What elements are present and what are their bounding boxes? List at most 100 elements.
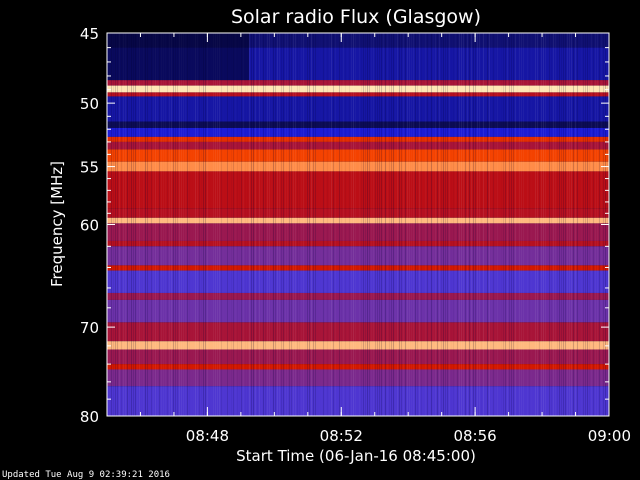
texture-streak <box>395 33 396 416</box>
texture-streak <box>595 33 596 416</box>
texture-streak <box>165 33 166 416</box>
texture-streak <box>397 33 398 416</box>
texture-streak <box>139 33 140 416</box>
texture-streak <box>119 33 120 416</box>
texture-streak <box>261 33 262 416</box>
frequency-band-23 <box>107 341 609 350</box>
frequency-band-12 <box>107 171 609 209</box>
frequency-band-14 <box>107 217 609 224</box>
y-tick-label: 70 <box>80 319 99 337</box>
y-tick-label: 45 <box>80 25 99 43</box>
texture-streak <box>355 33 356 416</box>
texture-streak <box>503 33 504 416</box>
texture-streak <box>219 33 220 416</box>
texture-streak <box>565 33 566 416</box>
texture-streak <box>191 33 192 416</box>
frequency-band-4 <box>107 92 609 97</box>
texture-streak <box>479 33 480 416</box>
texture-streak <box>415 33 416 416</box>
texture-streak <box>353 33 354 416</box>
texture-streak <box>303 33 304 416</box>
texture-streak <box>465 33 466 416</box>
frequency-band-25 <box>107 364 609 370</box>
texture-streak <box>225 33 226 416</box>
texture-streak <box>577 33 578 416</box>
texture-streak <box>599 33 600 416</box>
texture-streak <box>387 33 388 416</box>
texture-streak <box>255 33 256 416</box>
frequency-band-5 <box>107 96 609 122</box>
texture-streak <box>587 33 588 416</box>
texture-streak <box>327 33 328 416</box>
texture-streak <box>441 33 442 416</box>
texture-streak <box>171 33 172 416</box>
texture-streak <box>241 33 242 416</box>
texture-streak <box>377 33 378 416</box>
frequency-band-20 <box>107 292 609 300</box>
texture-streak <box>593 33 594 416</box>
texture-streak <box>421 33 422 416</box>
texture-streak <box>473 33 474 416</box>
frequency-band-6 <box>107 121 609 128</box>
texture-streak <box>145 33 146 416</box>
texture-streak <box>259 33 260 416</box>
frequency-band-15 <box>107 223 609 241</box>
texture-streak <box>461 33 462 416</box>
texture-streak <box>455 33 456 416</box>
texture-streak <box>433 33 434 416</box>
texture-streak <box>227 33 228 416</box>
texture-streak <box>115 33 116 416</box>
texture-streak <box>511 33 512 416</box>
texture-streak <box>569 33 570 416</box>
texture-streak <box>175 33 176 416</box>
texture-streak <box>457 33 458 416</box>
texture-streak <box>537 33 538 416</box>
frequency-band-8 <box>107 136 609 142</box>
frequency-band-18 <box>107 265 609 271</box>
texture-streak <box>155 33 156 416</box>
texture-streak <box>525 33 526 416</box>
texture-streak <box>531 33 532 416</box>
y-axis-label: Frequency [MHz] <box>48 161 66 287</box>
texture-streak <box>375 33 376 416</box>
texture-streak <box>527 33 528 416</box>
texture-streak <box>223 33 224 416</box>
texture-streak <box>561 33 562 416</box>
texture-streak <box>425 33 426 416</box>
chart-title: Solar radio Flux (Glasgow) <box>231 6 481 28</box>
texture-streak <box>235 33 236 416</box>
texture-streak <box>399 33 400 416</box>
texture-streak <box>181 33 182 416</box>
texture-streak <box>545 33 546 416</box>
texture-streak <box>279 33 280 416</box>
texture-streak <box>277 33 278 416</box>
texture-streak <box>567 33 568 416</box>
texture-streak <box>149 33 150 416</box>
texture-streak <box>539 33 540 416</box>
texture-streak <box>345 33 346 416</box>
texture-streak <box>135 33 136 416</box>
texture-streak <box>209 33 210 416</box>
texture-streak <box>117 33 118 416</box>
texture-streak <box>483 33 484 416</box>
texture-streak <box>501 33 502 416</box>
texture-streak <box>419 33 420 416</box>
texture-streak <box>263 33 264 416</box>
texture-streak <box>283 33 284 416</box>
texture-streak <box>167 33 168 416</box>
texture-streak <box>437 33 438 416</box>
texture-streak <box>125 33 126 416</box>
texture-streak <box>163 33 164 416</box>
texture-streak <box>575 33 576 416</box>
texture-streak <box>281 33 282 416</box>
texture-streak <box>563 33 564 416</box>
texture-streak <box>233 33 234 416</box>
texture-streak <box>249 33 250 416</box>
texture-streak <box>305 33 306 416</box>
texture-streak <box>237 33 238 416</box>
texture-streak <box>177 33 178 416</box>
texture-streak <box>543 33 544 416</box>
texture-streak <box>523 33 524 416</box>
texture-streak <box>581 33 582 416</box>
texture-streak <box>335 33 336 416</box>
